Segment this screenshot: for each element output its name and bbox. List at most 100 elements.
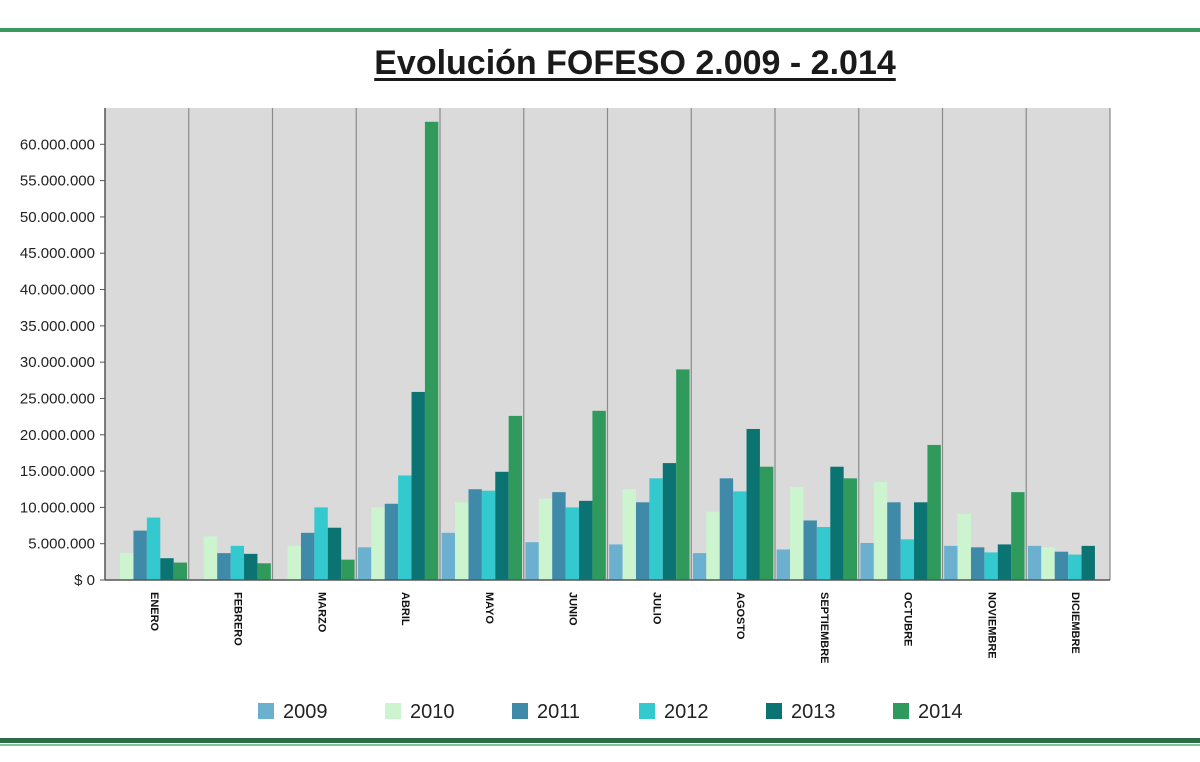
bar-2011-julio (635, 502, 650, 580)
bar-2014-julio (676, 369, 690, 580)
bar-2012-junio (565, 507, 580, 580)
y-tick-label: 30.000.000 (20, 354, 95, 371)
legend-label-2012: 2012 (664, 701, 709, 723)
bar-2010-marzo (287, 545, 301, 580)
frame-bottom-line (0, 738, 1200, 743)
bar-2013-octubre (914, 502, 928, 580)
bar-2014-noviembre (1011, 492, 1025, 580)
bar-2014-agosto (759, 466, 774, 580)
bar-2014-marzo (341, 559, 355, 580)
bar-2011-septiembre (803, 520, 817, 580)
bar-2012-marzo (314, 507, 328, 580)
bar-2010-septiembre (790, 487, 804, 580)
bar-2014-enero (173, 562, 188, 580)
bar-2010-abril (371, 507, 385, 580)
y-tick-label: 45.000.000 (20, 245, 95, 262)
legend-label-2013: 2013 (791, 701, 836, 723)
bar-2011-octubre (887, 502, 901, 580)
bar-2014-octubre (927, 444, 941, 580)
y-tick-label: 60.000.000 (20, 136, 95, 153)
bar-2009-agosto (692, 553, 707, 580)
legend-label-2011: 2011 (537, 701, 580, 723)
y-tick-label: 10.000.000 (20, 499, 95, 516)
bar-2011-marzo (300, 532, 315, 580)
bar-2013-julio (662, 463, 677, 580)
bar-2013-abril (411, 391, 425, 580)
legend: 2009 2010 2011 2012 2013 2014 (258, 701, 963, 723)
x-tick-label: NOVIEMBRE (985, 592, 997, 659)
y-tick-label: 15.000.000 (20, 463, 95, 480)
x-tick-label: ENERO (148, 592, 160, 632)
x-tick-label: JUNIO (567, 592, 579, 626)
legend-swatch-2009 (258, 703, 274, 719)
legend-label-2014: 2014 (918, 701, 963, 723)
x-tick-label: AGOSTO (734, 592, 746, 640)
x-axis-ticks: ENERO FEBRERO MARZO ABRIL MAYO JUNIO JULIO AGOS… (148, 592, 1081, 664)
category-separators (188, 108, 1111, 580)
legend-swatch-2012 (639, 703, 655, 719)
bar-2010-mayo (455, 502, 469, 580)
bar-2011-enero (133, 530, 147, 580)
x-tick-label: ABRIL (399, 592, 411, 626)
y-tick-label: $ 0 (74, 572, 95, 589)
bar-2010-julio (622, 489, 636, 580)
bar-2013-febrero (244, 553, 258, 580)
legend-swatch-2013 (766, 703, 782, 719)
bar-2009-octubre (860, 542, 874, 580)
bar-2012-abril (398, 475, 412, 580)
bar-2010-enero (120, 553, 134, 580)
chart-title: Evolución FOFESO 2.009 - 2.014 (374, 44, 896, 82)
bar-2009-noviembre (944, 545, 958, 580)
bar-2010-octubre (873, 481, 888, 580)
bar-2009-septiembre (776, 549, 791, 580)
bar-2012-diciembre (1068, 554, 1082, 580)
y-tick-label: 5.000.000 (28, 536, 95, 553)
frame-top-line (0, 28, 1200, 32)
bar-2013-septiembre (830, 466, 844, 580)
bar-2013-enero (160, 558, 174, 580)
bar-2014-febrero (257, 563, 271, 580)
bar-2012-septiembre (816, 526, 831, 580)
bar-2010-febrero (203, 536, 218, 580)
bar-2012-mayo (481, 490, 496, 580)
y-tick-label: 35.000.000 (20, 318, 95, 335)
bar-2011-mayo (468, 489, 482, 580)
bar-2009-diciembre (1027, 545, 1042, 580)
bar-2013-junio (579, 500, 593, 580)
bar-2011-agosto (719, 478, 734, 580)
bars (120, 121, 1095, 580)
y-tick-label: 25.000.000 (20, 390, 95, 407)
bar-2013-noviembre (997, 544, 1012, 580)
legend-swatch-2014 (893, 703, 909, 719)
bar-2009-abril (357, 547, 372, 580)
y-tick-label: 55.000.000 (20, 173, 95, 190)
bar-2012-julio (649, 478, 663, 580)
bar-2011-noviembre (970, 547, 985, 580)
x-tick-label: MAYO (483, 592, 495, 624)
x-tick-label: JULIO (650, 592, 662, 625)
bar-2009-julio (609, 544, 623, 580)
bar-2013-agosto (746, 428, 760, 580)
bar-2009-mayo (441, 532, 456, 580)
axes (104, 108, 1110, 581)
bar-2012-enero (146, 517, 161, 580)
x-tick-label: DICIEMBRE (1069, 592, 1081, 654)
bar-2014-junio (592, 410, 606, 580)
bar-2011-febrero (217, 553, 231, 580)
legend-swatch-2010 (385, 703, 401, 719)
x-tick-label: FEBRERO (232, 592, 244, 646)
bar-2009-junio (525, 542, 539, 580)
legend-swatch-2011 (512, 703, 528, 719)
bar-2014-abril (424, 121, 439, 580)
frame-bottom-line-accent (0, 744, 1200, 746)
bar-2010-noviembre (957, 513, 971, 580)
bar-2013-diciembre (1081, 545, 1095, 580)
y-tick-label: 20.000.000 (20, 427, 95, 444)
bar-2012-octubre (900, 539, 915, 580)
bar-2010-junio (538, 498, 553, 580)
bar-2012-febrero (230, 545, 245, 580)
bar-2013-marzo (327, 527, 342, 580)
y-axis-ticks: $ 0 5.000.000 10.000.000 15.000.000 20.000.0… (20, 136, 105, 589)
bar-2013-mayo (495, 471, 509, 580)
